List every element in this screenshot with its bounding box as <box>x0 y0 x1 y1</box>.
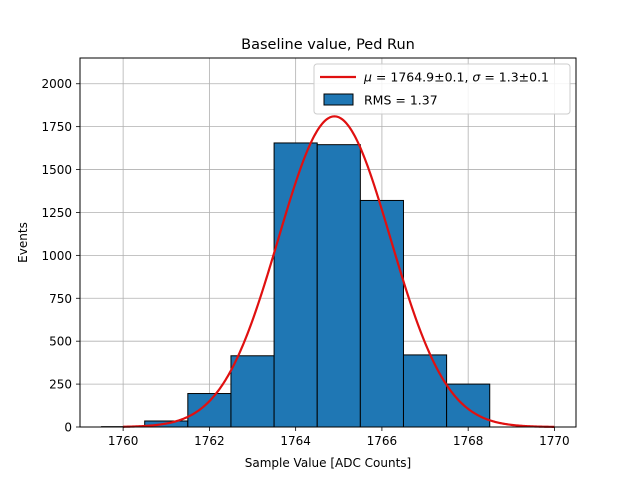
gaussian-fit <box>123 115 555 428</box>
legend-mu-value: = 1764.9±0.1, <box>372 70 472 85</box>
legend-histogram-swatch <box>323 93 354 106</box>
plot-frame <box>79 57 577 428</box>
legend-sigma-value: = 1.3±0.1 <box>480 70 549 85</box>
chart-title: Baseline value, Ped Run <box>241 37 415 53</box>
y-tick-label-1: 250 <box>49 378 72 392</box>
histogram-bars <box>101 142 491 428</box>
y-axis-ticks: 0 250 500 750 1000 1250 1500 1750 2000 <box>41 77 80 435</box>
y-tick-label-2: 500 <box>49 335 72 349</box>
histogram-bar-2 <box>187 393 232 428</box>
x-axis-label: Sample Value [ADC Counts] <box>245 456 411 470</box>
x-tick-label-5: 1770 <box>539 434 570 448</box>
legend-fit-label: μ = 1764.9±0.1, σ = 1.3±0.1 <box>363 70 549 85</box>
y-tick-label-3: 750 <box>49 292 72 306</box>
y-tick-label-5: 1250 <box>41 206 72 220</box>
x-tick-label-0: 1760 <box>108 434 139 448</box>
x-tick-label-1: 1762 <box>194 434 225 448</box>
y-axis-label: Events <box>16 222 30 263</box>
histogram-bar-6 <box>359 199 404 428</box>
legend-sigma-symbol: σ <box>472 70 481 85</box>
legend-box <box>313 63 571 115</box>
y-tick-label-4: 1000 <box>41 249 72 263</box>
legend-mu-symbol: μ <box>363 70 372 85</box>
histogram-bar-3 <box>230 355 275 428</box>
y-tick-label-7: 1750 <box>41 120 72 134</box>
histogram-bar-5 <box>316 144 361 428</box>
legend: μ = 1764.9±0.1, σ = 1.3±0.1 RMS = 1.37 <box>313 63 571 115</box>
x-tick-label-4: 1768 <box>453 434 484 448</box>
histogram-bar-7 <box>402 354 448 428</box>
fit-curve <box>123 115 555 428</box>
y-tick-label-6: 1500 <box>41 163 72 177</box>
legend-histogram-label: RMS = 1.37 <box>364 93 438 108</box>
y-tick-label-8: 2000 <box>41 77 72 91</box>
y-tick-label-0: 0 <box>64 421 72 435</box>
histogram-bar-8 <box>446 383 491 428</box>
x-tick-label-2: 1764 <box>280 434 311 448</box>
x-axis-ticks: 1760 1762 1764 1766 1768 1770 <box>108 427 570 448</box>
x-tick-label-3: 1766 <box>367 434 398 448</box>
